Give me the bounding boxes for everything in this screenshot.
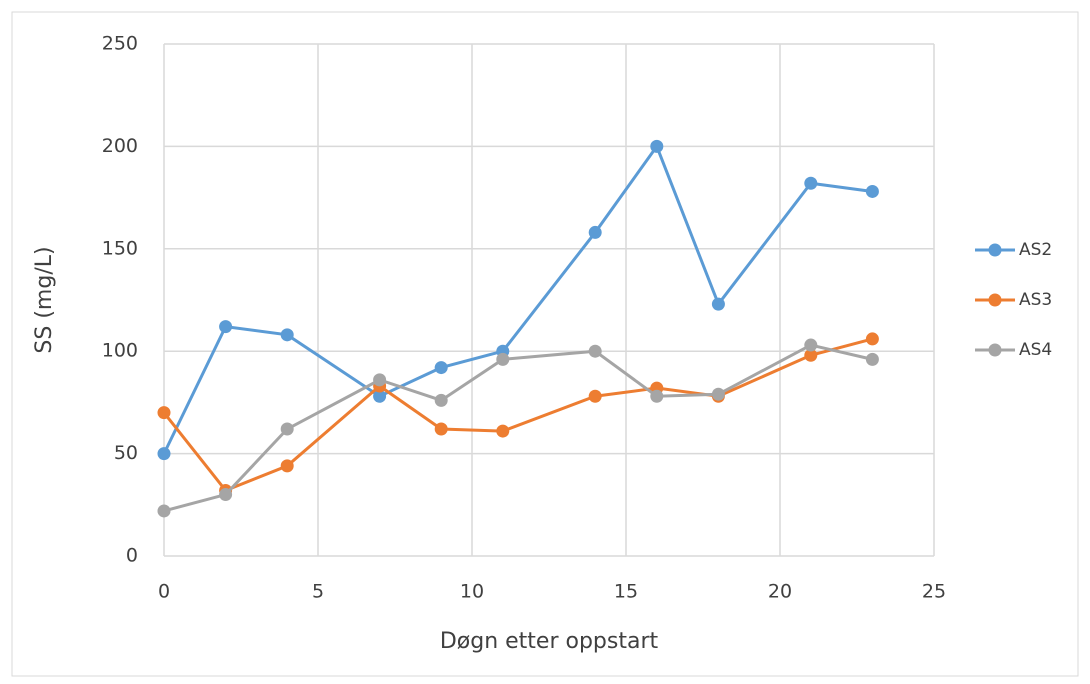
- x-tick-label: 25: [922, 581, 946, 603]
- y-tick-label: 150: [102, 237, 138, 259]
- y-tick-label: 0: [126, 545, 138, 567]
- legend-marker: [988, 243, 1002, 257]
- point: [865, 332, 879, 346]
- point: [373, 373, 387, 387]
- legend-label: AS2: [1019, 240, 1052, 260]
- point: [157, 504, 171, 518]
- point: [865, 184, 879, 198]
- point: [588, 389, 602, 403]
- point: [280, 328, 294, 342]
- y-tick-label: 50: [114, 442, 138, 464]
- point: [711, 297, 725, 311]
- point: [280, 422, 294, 436]
- y-tick-label: 250: [102, 33, 138, 55]
- point: [434, 422, 448, 436]
- point: [157, 406, 171, 420]
- legend-label: AS4: [1019, 340, 1052, 360]
- point: [373, 389, 387, 403]
- x-tick-label: 15: [614, 581, 638, 603]
- point: [804, 338, 818, 352]
- point: [865, 352, 879, 366]
- point: [219, 320, 233, 334]
- point: [804, 176, 818, 190]
- point: [280, 459, 294, 473]
- legend-label: AS3: [1019, 290, 1052, 310]
- y-axis-title: SS (mg/L): [32, 246, 57, 353]
- point: [434, 393, 448, 407]
- point: [157, 447, 171, 461]
- legend-marker: [988, 293, 1002, 307]
- x-tick-label: 20: [768, 581, 792, 603]
- point: [496, 352, 510, 366]
- point: [711, 387, 725, 401]
- x-tick-label: 10: [460, 581, 484, 603]
- chart-border: [11, 11, 1079, 677]
- point: [219, 488, 233, 502]
- x-tick-label: 0: [158, 581, 170, 603]
- point: [804, 348, 818, 362]
- point: [496, 424, 510, 438]
- point: [588, 344, 602, 358]
- point: [588, 225, 602, 239]
- point: [434, 361, 448, 375]
- legend-marker: [988, 343, 1002, 357]
- x-axis-title: Døgn etter oppstart: [440, 629, 659, 654]
- point: [650, 389, 664, 403]
- y-tick-label: 200: [102, 135, 138, 157]
- x-tick-label: 5: [312, 581, 324, 603]
- y-tick-label: 100: [102, 340, 138, 362]
- point: [650, 139, 664, 153]
